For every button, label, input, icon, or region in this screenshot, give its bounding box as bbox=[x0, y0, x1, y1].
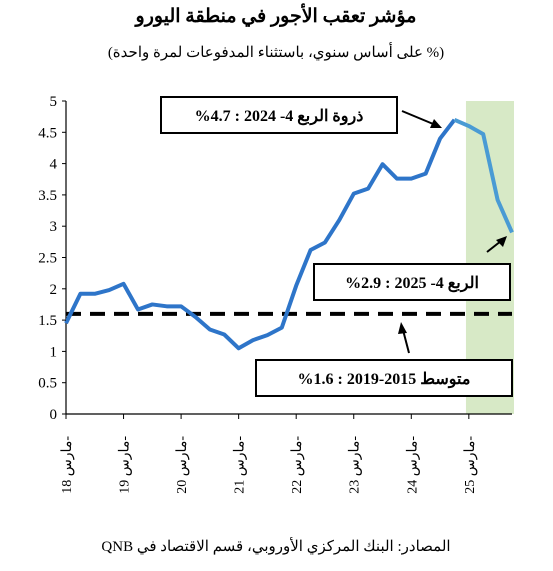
annotation-average-label: متوسط 2015-2019 : 1.6% bbox=[298, 371, 471, 389]
x-tick-label: مارس 25- bbox=[463, 436, 478, 494]
annotation-average: متوسط 2015-2019 : 1.6% bbox=[255, 322, 513, 397]
annotation-peak-label: ذروة الربع 4- 2024 : 4.7% bbox=[195, 108, 364, 126]
y-tick-label: 4.5 bbox=[38, 125, 57, 141]
y-tick-label: 1 bbox=[50, 344, 58, 360]
x-tick-label: مارس 24- bbox=[405, 436, 420, 494]
y-tick-label: 2.5 bbox=[38, 251, 57, 267]
annotation-latest-arrowhead bbox=[496, 236, 507, 247]
annotation-latest-arrow bbox=[486, 240, 502, 253]
chart-title: مؤشر تعقب الأجور في منطقة اليورو bbox=[134, 3, 417, 28]
wage-growth-forecast-line bbox=[453, 117, 514, 234]
y-tick-label: 0.5 bbox=[38, 376, 57, 392]
y-tick-label: 2 bbox=[50, 282, 58, 298]
y-tick-label: 5 bbox=[50, 94, 58, 110]
annotation-latest: الربع 4- 2025 : 2.9% bbox=[313, 236, 511, 301]
y-tick-label: 1.5 bbox=[38, 313, 57, 329]
x-tick-label: مارس 20- bbox=[175, 436, 190, 494]
y-tick-label: 0 bbox=[50, 407, 58, 423]
annotation-peak: ذروة الربع 4- 2024 : 4.7% bbox=[160, 96, 442, 134]
x-tick-label: مارس 21- bbox=[233, 436, 248, 494]
x-tick-label: مارس 18- bbox=[60, 436, 75, 494]
x-tick-label: مارس 19- bbox=[118, 436, 133, 494]
y-tick-label: 3 bbox=[50, 219, 58, 235]
annotation-average-arrow bbox=[402, 329, 410, 354]
y-tick-label: 3.5 bbox=[38, 188, 57, 204]
x-tick-label: مارس 23- bbox=[348, 436, 363, 494]
annotation-latest-label: الربع 4- 2025 : 2.9% bbox=[345, 275, 479, 293]
wage-growth-series-line bbox=[64, 118, 457, 351]
chart-subtitle: (% على أساس سنوي، باستثناء المدفوعات لمر… bbox=[108, 42, 444, 61]
annotation-average-box bbox=[255, 359, 513, 397]
annotation-latest-box bbox=[313, 263, 511, 301]
annotation-peak-box bbox=[160, 96, 398, 134]
x-tick-label: مارس 22- bbox=[290, 436, 305, 494]
annotation-peak-arrowhead bbox=[430, 119, 442, 128]
y-tick-label: 4 bbox=[50, 157, 58, 173]
chart-source: المصادر: البنك المركزي الأوروبي، قسم الا… bbox=[101, 537, 450, 555]
annotation-average-arrowhead bbox=[398, 322, 407, 334]
